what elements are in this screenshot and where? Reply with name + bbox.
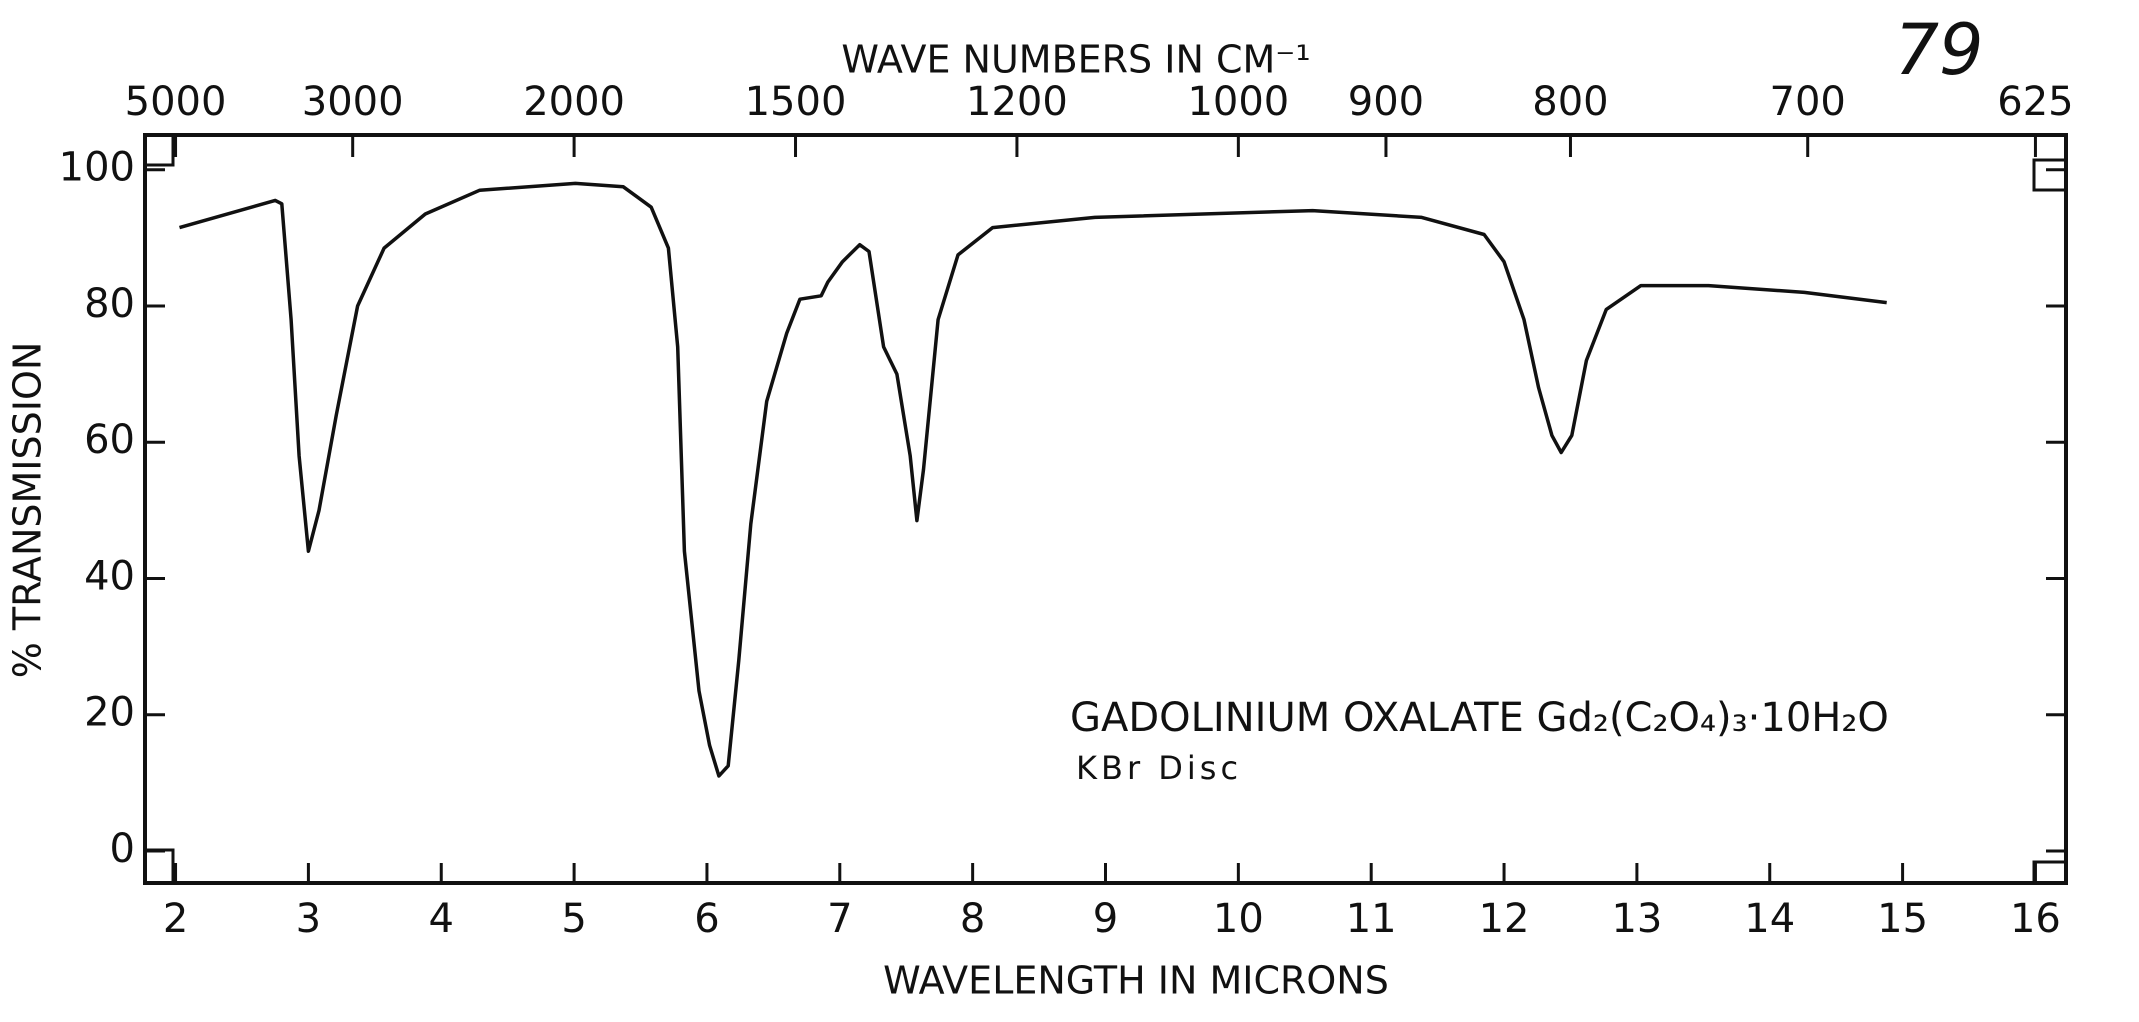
x-tick-label: 11 <box>1346 896 1397 942</box>
x2-tick-label: 700 <box>1770 79 1846 125</box>
x-tick-label: 16 <box>2010 896 2061 942</box>
x-tick-label: 8 <box>960 896 985 942</box>
sample-label: GADOLINIUM OXALATE Gd₂(C₂O₄)₃·10H₂O <box>1070 695 1889 741</box>
corner-box <box>2032 860 2068 885</box>
x2-tick-label: 1200 <box>966 79 1068 125</box>
x-tick-label: 15 <box>1877 896 1928 942</box>
x2-tick-label: 800 <box>1532 79 1608 125</box>
sample-note: KBr Disc <box>1076 749 1242 787</box>
spectrum-line <box>179 181 1887 778</box>
y-tick-label: 60 <box>84 417 135 463</box>
x2-tick-label: 3000 <box>302 79 404 125</box>
y-tick-label: 40 <box>84 553 135 599</box>
x-tick-label: 12 <box>1479 896 1530 942</box>
y-tick-label: 80 <box>84 281 135 327</box>
x-tick-label: 3 <box>296 896 321 942</box>
x2-tick-label: 1000 <box>1187 79 1289 125</box>
corner-box <box>2032 158 2068 192</box>
x-tick-label: 14 <box>1744 896 1795 942</box>
x-tick-label: 2 <box>163 896 188 942</box>
x-tick-label: 10 <box>1213 896 1264 942</box>
y-tick-label: 20 <box>84 690 135 736</box>
x2-tick-label: 5000 <box>125 79 227 125</box>
x-tick-label: 6 <box>694 896 719 942</box>
y-axis-label: % TRANSMISSION <box>6 342 50 679</box>
x-axis-label: WAVELENGTH IN MICRONS <box>883 959 1389 1003</box>
x2-tick-label: 900 <box>1348 79 1424 125</box>
x2-tick-label: 1500 <box>745 79 847 125</box>
x-tick-label: 5 <box>561 896 586 942</box>
y-tick-label: 100 <box>59 145 135 191</box>
top-axis-title: WAVE NUMBERS IN CM⁻¹ <box>841 38 1310 82</box>
x2-tick-label: 2000 <box>523 79 625 125</box>
corner-box <box>143 848 175 885</box>
x-tick-label: 13 <box>1611 896 1662 942</box>
corner-box <box>143 133 175 167</box>
page-number: 79 <box>1894 9 1983 91</box>
y-tick-label: 0 <box>110 826 135 872</box>
x-tick-label: 7 <box>827 896 852 942</box>
x-tick-label: 4 <box>429 896 454 942</box>
x2-tick-label: 625 <box>1997 79 2073 125</box>
x-tick-label: 9 <box>1093 896 1118 942</box>
